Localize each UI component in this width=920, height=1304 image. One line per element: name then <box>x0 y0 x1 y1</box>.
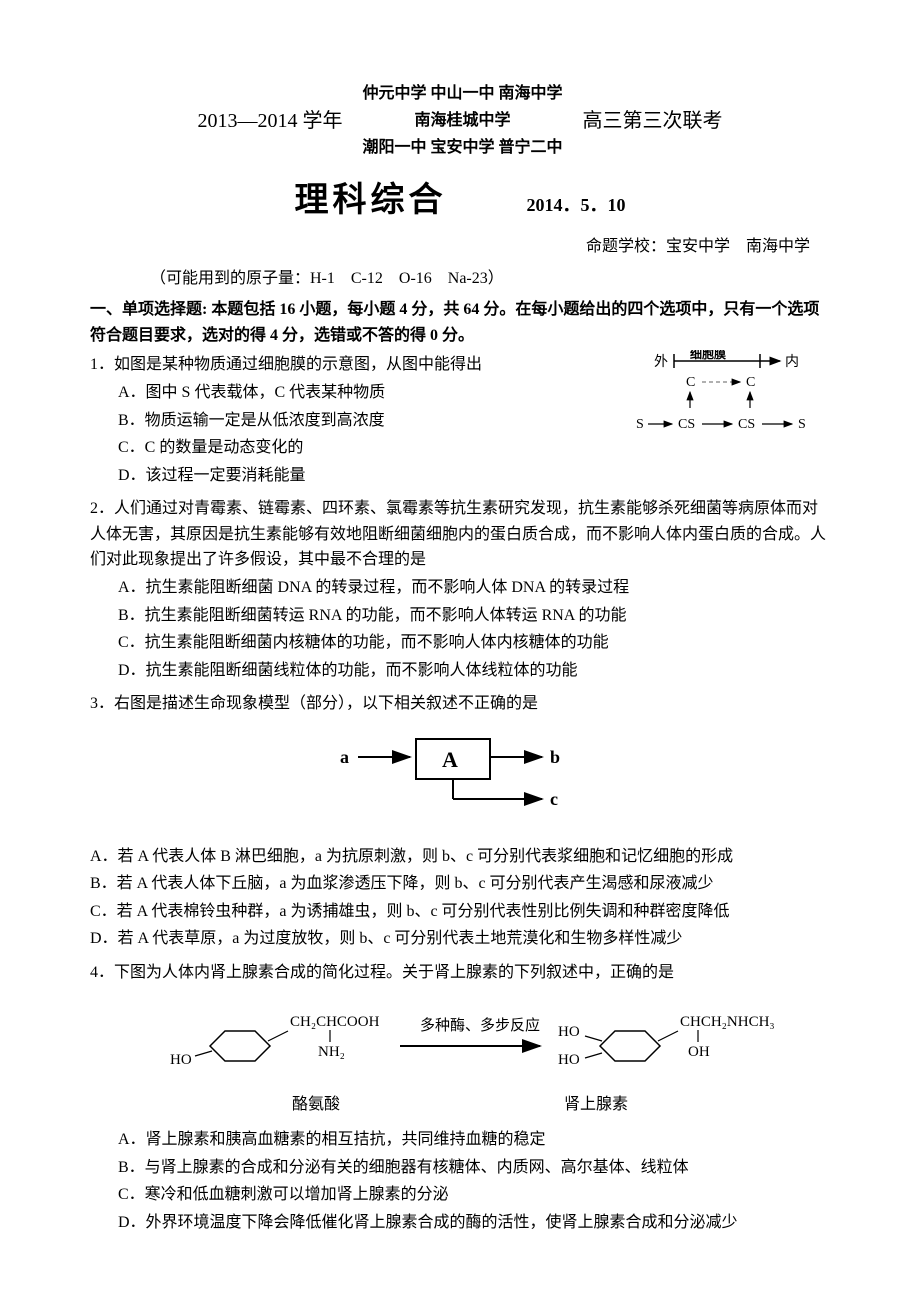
q4-arrow-label: 多种酶、多步反应 <box>420 1016 540 1034</box>
q3-fig-b: b <box>550 747 560 767</box>
q1-fig-c-left: C <box>686 375 695 390</box>
q4-reactant-name: 酪氨酸 <box>292 1092 340 1118</box>
q1-fig-cs-right: CS <box>738 417 755 432</box>
q1-fig-s-left: S <box>636 417 644 432</box>
q1-fig-s-right: S <box>798 417 806 432</box>
q4-product-name: 肾上腺素 <box>564 1092 628 1118</box>
q3-option-a: A．若 A 代表人体 B 淋巴细胞，a 为抗原刺激，则 b、c 可分别代表浆细胞… <box>90 844 830 870</box>
q4-product-ho1: HO <box>558 1024 580 1040</box>
q2-option-b: B．抗生素能阻断细菌转运 RNA 的功能，而不影响人体转运 RNA 的功能 <box>118 603 830 629</box>
q3-fig-A: A <box>442 747 458 772</box>
q4-product-top: CHCH₂NHCH₃ <box>680 1014 775 1030</box>
q4-reactant-bottom: NH₂ <box>318 1044 345 1060</box>
q3-option-c: C．若 A 代表棉铃虫种群，a 为诱捕雄虫，则 b、c 可分别代表性别比例失调和… <box>90 899 830 925</box>
q3-stem: 3．右图是描述生命现象模型（部分），以下相关叙述不正确的是 <box>90 691 830 717</box>
subject-row: 理科综合 2014．5．10 <box>90 174 830 228</box>
exam-date: 2014．5．10 <box>527 191 626 220</box>
schools-line-2: 南海桂城中学 <box>362 107 562 134</box>
q4-figure: HO CH₂CHCOOH NH₂ 多种酶、多步反应 HO HO CHCH₂NHC… <box>90 996 830 1086</box>
q4-molecule-labels: 酪氨酸 肾上腺素 <box>90 1092 830 1128</box>
q1-fig-outside: 外 <box>654 354 668 370</box>
q3-option-b: B．若 A 代表人体下丘脑，a 为血浆渗透压下降，则 b、c 可分别代表产生渴感… <box>90 871 830 897</box>
q4-option-b: B．与肾上腺素的合成和分泌有关的细胞器有核糖体、内质网、高尔基体、线粒体 <box>118 1155 830 1181</box>
q1-fig-membrane: 细胞膜 <box>690 350 726 361</box>
q4-product-ho2: HO <box>558 1052 580 1068</box>
q4-option-c: C．寒冷和低血糖刺激可以增加肾上腺素的分泌 <box>118 1182 830 1208</box>
q2-option-d: D．抗生素能阻断细菌线粒体的功能，而不影响人体线粒体的功能 <box>118 658 830 684</box>
q1-fig-inside: 内 <box>785 354 799 370</box>
q4-option-a: A．肾上腺素和胰高血糖素的相互拮抗，共同维持血糖的稳定 <box>118 1127 830 1153</box>
q3-figure: a A b c <box>90 731 830 830</box>
exam-header: 2013—2014 学年 仲元中学 中山一中 南海中学 南海桂城中学 潮阳一中 … <box>90 80 830 162</box>
q2-option-a: A．抗生素能阻断细菌 DNA 的转录过程，而不影响人体 DNA 的转录过程 <box>118 575 830 601</box>
q3-fig-c: c <box>550 789 558 809</box>
q4-option-d: D．外界环境温度下降会降低催化肾上腺素合成的酶的活性，使肾上腺素合成和分泌减少 <box>118 1210 830 1236</box>
schools-line-3: 潮阳一中 宝安中学 普宁二中 <box>362 134 562 161</box>
q1-fig-c-right: C <box>746 375 755 390</box>
section-1-header: 一、单项选择题: 本题包括 16 小题，每小题 4 分，共 64 分。在每小题给… <box>90 297 830 348</box>
q1-option-d: D．该过程一定要消耗能量 <box>118 463 830 489</box>
question-4: 4．下图为人体内肾上腺素合成的简化过程。关于肾上腺素的下列叙述中，正确的是 HO… <box>90 960 830 1236</box>
q4-product-oh: OH <box>688 1044 710 1060</box>
question-3: 3．右图是描述生命现象模型（部分），以下相关叙述不正确的是 a A b c A．… <box>90 691 830 952</box>
q3-option-d: D．若 A 代表草原，a 为过度放牧，则 b、c 可分别代表土地荒漠化和生物多样… <box>90 926 830 952</box>
schools-line-1: 仲元中学 中山一中 南海中学 <box>362 80 562 107</box>
q1-fig-cs-left: CS <box>678 417 695 432</box>
academic-year: 2013—2014 学年 <box>197 105 342 137</box>
question-2: 2．人们通过对青霉素、链霉素、四环素、氯霉素等抗生素研究发现，抗生素能够杀死细菌… <box>90 496 830 683</box>
subject-title: 理科综合 <box>295 174 447 228</box>
q4-reactant-ho: HO <box>170 1052 192 1068</box>
exam-name: 高三第三次联考 <box>583 105 723 137</box>
q2-stem: 2．人们通过对青霉素、链霉素、四环素、氯霉素等抗生素研究发现，抗生素能够杀死细菌… <box>90 496 830 573</box>
q4-reactant-top: CH₂CHCOOH <box>290 1014 380 1030</box>
question-1: 1．如图是某种物质通过细胞膜的示意图，从图中能得出 A．图中 S 代表载体，C … <box>90 352 830 488</box>
q3-fig-a: a <box>340 747 349 767</box>
q1-figure: 外 细胞膜 内 C C S CS CS S <box>630 350 830 450</box>
schools-list: 仲元中学 中山一中 南海中学 南海桂城中学 潮阳一中 宝安中学 普宁二中 <box>362 80 562 162</box>
source-schools: 命题学校：宝安中学 南海中学 <box>90 234 830 260</box>
atomic-mass-note: （可能用到的原子量：H-1 C-12 O-16 Na-23） <box>90 266 830 292</box>
q4-stem: 4．下图为人体内肾上腺素合成的简化过程。关于肾上腺素的下列叙述中，正确的是 <box>90 960 830 986</box>
q2-option-c: C．抗生素能阻断细菌内核糖体的功能，而不影响人体内核糖体的功能 <box>118 630 830 656</box>
